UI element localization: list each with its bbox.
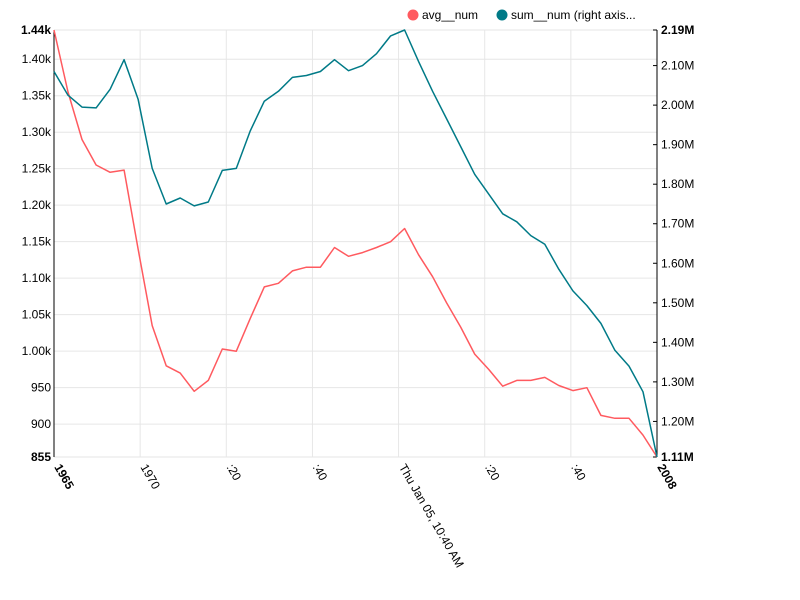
- series-line-sum-num[interactable]: [53, 29, 658, 458]
- y-right-tick-label: 1.40M: [661, 335, 694, 349]
- y-left-tick-label: 950: [31, 381, 51, 395]
- y-left-tick-label: 1.40k: [22, 52, 52, 66]
- legend-label: avg__num: [422, 8, 478, 22]
- legend-item-sum-num[interactable]: sum__num (right axis...: [496, 8, 636, 22]
- y-right-tick-label: 2.00M: [661, 98, 694, 112]
- x-tick-label: :20: [482, 462, 503, 484]
- y-left-tick-label: 1.10k: [22, 271, 52, 285]
- legend[interactable]: avg__num sum__num (right axis...: [407, 8, 636, 22]
- axes: 855 900 950 1.00k 1.05k 1.10k 1.15k 1.20k 1.25k 1…: [21, 23, 694, 570]
- x-tick-label: 1965: [51, 462, 77, 492]
- y-left-tick-label: 1.00k: [22, 344, 52, 358]
- x-tick-label: :40: [568, 462, 589, 484]
- y-right-tick-label: 1.80M: [661, 177, 694, 191]
- y-right-tick-label: 1.30M: [661, 375, 694, 389]
- y-right-tick-label: 1.70M: [661, 217, 694, 231]
- y-left-tick-label: 1.30k: [22, 125, 52, 139]
- y-left-tick-label: 855: [31, 450, 51, 464]
- y-right-tick-label: 1.20M: [661, 414, 694, 428]
- y-right-tick-label: 1.11M: [661, 450, 694, 464]
- series-line-avg-num[interactable]: [53, 29, 658, 458]
- x-tick-label: 2008: [654, 462, 680, 492]
- series-lines: [53, 29, 658, 458]
- y-left-tick-label: 1.44k: [21, 23, 51, 37]
- x-tick-label: 1970: [138, 462, 164, 492]
- legend-item-avg-num[interactable]: avg__num: [407, 8, 479, 22]
- y-left-tick-label: 1.05k: [22, 308, 52, 322]
- y-left-tick-label: 1.35k: [22, 89, 52, 103]
- legend-marker: [496, 9, 508, 21]
- y-left-tick-label: 900: [31, 417, 51, 431]
- y-right-tick-label: 2.19M: [661, 23, 694, 37]
- x-tick-label: :40: [310, 462, 331, 484]
- y-right-tick-label: 1.60M: [661, 256, 694, 270]
- legend-label: sum__num (right axis...: [511, 8, 636, 22]
- x-tick-label: Thu Jan 05, 10:40 AM: [396, 462, 467, 571]
- y-left-tick-label: 1.25k: [22, 162, 52, 176]
- y-right-tick-label: 2.10M: [661, 59, 694, 73]
- y-left-tick-label: 1.20k: [22, 198, 52, 212]
- legend-marker: [407, 9, 419, 21]
- x-tick-label: :20: [224, 462, 245, 484]
- y-left-tick-label: 1.15k: [22, 235, 52, 249]
- y-right-tick-label: 1.90M: [661, 138, 694, 152]
- grid: [53, 29, 658, 458]
- y-right-tick-label: 1.50M: [661, 296, 694, 310]
